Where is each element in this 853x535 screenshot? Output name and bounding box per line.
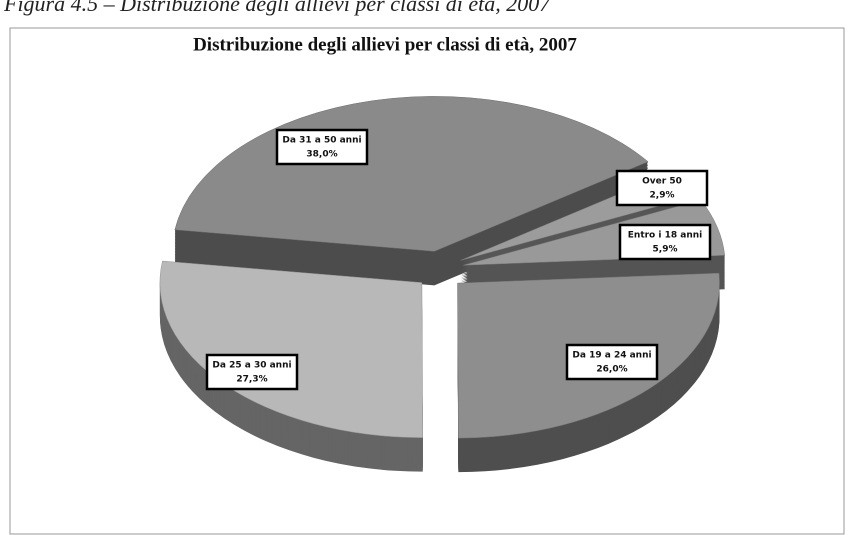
label-box — [618, 223, 712, 261]
pie-slice — [159, 260, 423, 438]
label-box — [275, 128, 369, 166]
label-value: 26,0% — [596, 365, 627, 375]
label-value: 38,0% — [306, 150, 337, 160]
label-category: Da 19 a 24 anni — [572, 351, 651, 361]
label-category: Over 50 — [642, 177, 682, 187]
data-label: Entro i 18 anni 5,9% — [618, 223, 712, 261]
label-box — [615, 169, 709, 207]
label-value: 27,3% — [236, 375, 267, 385]
label-category: Da 25 a 30 anni — [212, 361, 291, 371]
label-value: 5,9% — [653, 245, 678, 255]
chart-frame — [9, 27, 845, 535]
data-label: Da 25 a 30 anni 27,3% — [205, 353, 299, 391]
label-box — [205, 353, 299, 391]
data-label: Da 19 a 24 anni 26,0% — [565, 343, 659, 381]
label-box — [565, 343, 659, 381]
figure-caption: Figura 4.5 – Distribuzione degli allievi… — [3, 0, 551, 16]
label-value: 2,9% — [650, 191, 675, 201]
label-category: Da 31 a 50 anni — [282, 136, 361, 146]
chart-title: Distribuzione degli allievi per classi d… — [193, 34, 577, 55]
label-category: Entro i 18 anni — [628, 231, 702, 241]
data-label: Over 50 2,9% — [615, 169, 709, 207]
data-label: Da 31 a 50 anni 38,0% — [275, 128, 369, 166]
